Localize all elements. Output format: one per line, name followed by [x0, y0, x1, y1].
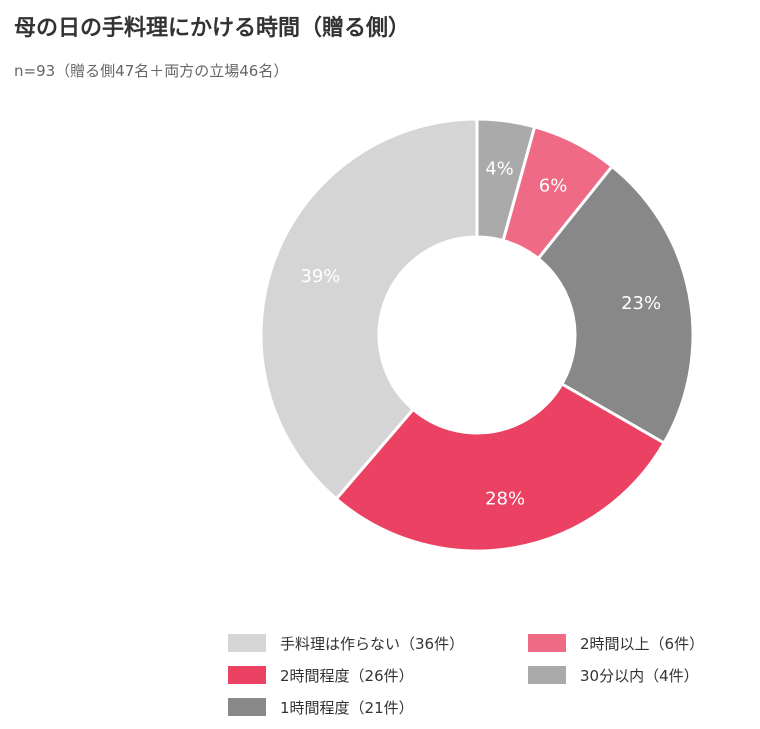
- legend-item-2: 1時間程度（21件）: [228, 694, 528, 720]
- legend-swatch-2: [228, 698, 266, 716]
- slice-label-4: 39%: [300, 266, 340, 287]
- donut-slice-3: [334, 381, 667, 553]
- legend-item-3: 2時間程度（26件）: [228, 662, 528, 688]
- chart-title: 母の日の手料理にかける時間（贈る側）: [14, 16, 411, 41]
- legend-item-4: 手料理は作らない（36件）: [228, 630, 528, 656]
- slice-label-3: 28%: [485, 489, 525, 510]
- legend-swatch-1: [528, 634, 566, 652]
- legend-swatch-3: [228, 666, 266, 684]
- chart-subtitle: n=93（贈る側47名＋両方の立場46名）: [14, 62, 289, 80]
- donut-chart: 4% 6% 23% 28% 39%: [259, 117, 695, 553]
- donut-slice-4: [259, 117, 479, 502]
- legend-label-3: 2時間程度（26件）: [280, 666, 414, 685]
- legend-label-0: 30分以内（4件）: [580, 666, 699, 685]
- chart-legend: 手料理は作らない（36件） 2時間以上（6件） 2時間程度（26件） 30分以内（4件…: [228, 630, 748, 720]
- legend-label-1: 2時間以上（6件）: [580, 634, 705, 653]
- donut-slice-2: [536, 164, 695, 446]
- legend-item-0: 30分以内（4件）: [528, 662, 748, 688]
- legend-label-2: 1時間程度（21件）: [280, 698, 414, 717]
- slice-label-1: 6%: [539, 175, 568, 196]
- legend-item-1: 2時間以上（6件）: [528, 630, 748, 656]
- legend-label-4: 手料理は作らない（36件）: [280, 634, 465, 653]
- legend-swatch-4: [228, 634, 266, 652]
- legend-swatch-0: [528, 666, 566, 684]
- slice-label-2: 23%: [621, 293, 661, 314]
- slice-label-0: 4%: [485, 159, 514, 180]
